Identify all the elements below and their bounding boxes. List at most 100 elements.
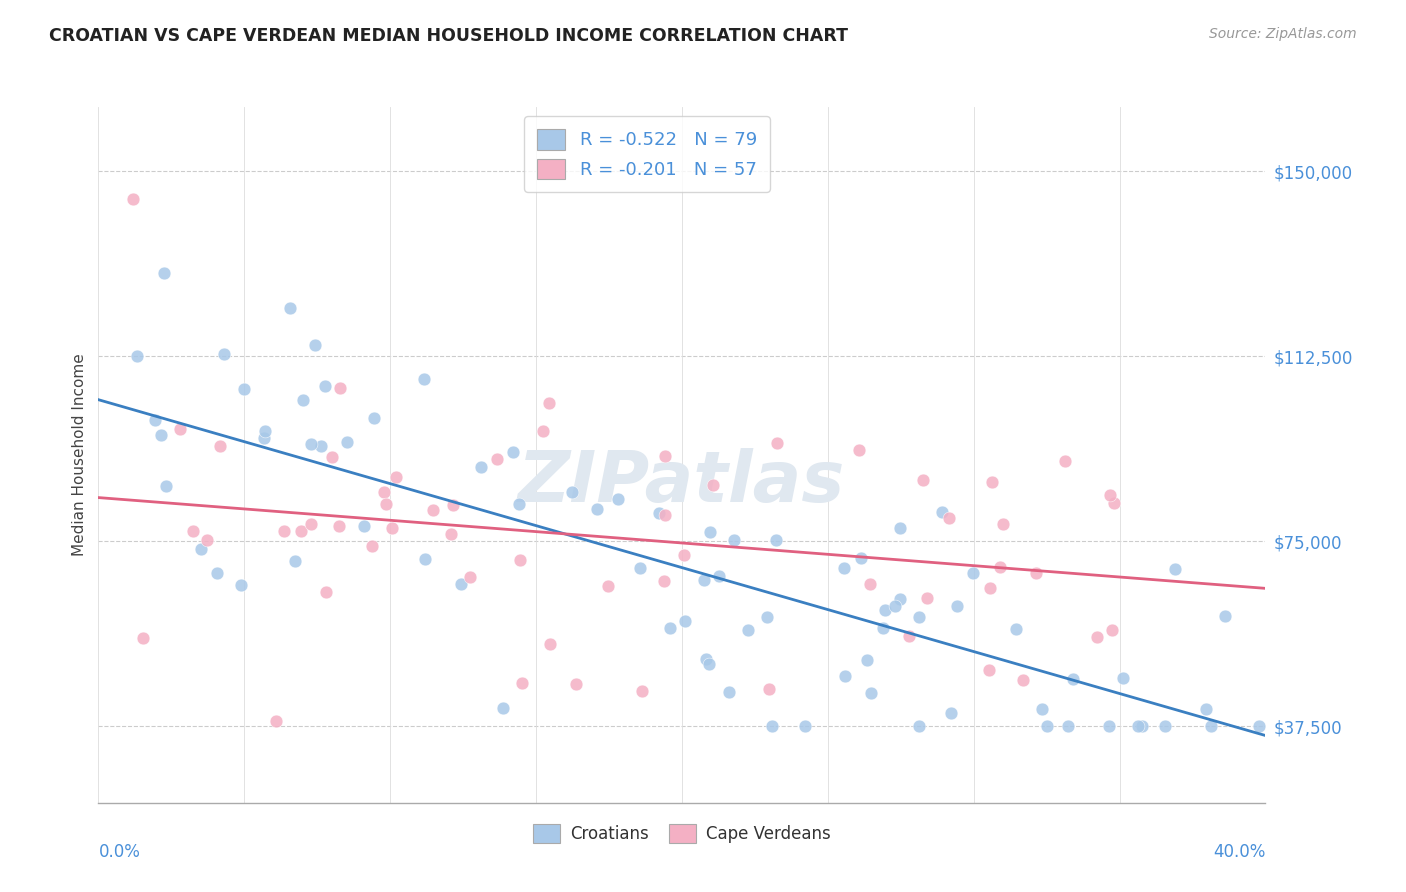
Point — [1112, 671, 1135, 685]
Point — [565, 676, 588, 690]
Point — [1104, 496, 1126, 510]
Point — [1199, 719, 1222, 733]
Point — [363, 411, 385, 425]
Point — [897, 629, 920, 643]
Point — [315, 585, 337, 599]
Point — [1164, 562, 1187, 576]
Point — [502, 444, 524, 458]
Point — [848, 442, 870, 457]
Point — [205, 566, 228, 580]
Point — [834, 668, 856, 682]
Point — [915, 591, 938, 606]
Point — [169, 422, 191, 436]
Point — [336, 435, 359, 450]
Point — [121, 193, 143, 207]
Point — [1101, 623, 1123, 637]
Point — [859, 686, 882, 700]
Point — [264, 714, 287, 728]
Point — [229, 578, 252, 592]
Point — [911, 473, 934, 487]
Point — [422, 503, 444, 517]
Point — [509, 553, 531, 567]
Point — [278, 301, 301, 315]
Point — [413, 552, 436, 566]
Point — [723, 533, 745, 548]
Point — [980, 475, 1002, 489]
Point — [1098, 719, 1121, 733]
Point — [1153, 719, 1175, 733]
Point — [413, 372, 436, 386]
Point — [538, 396, 561, 410]
Point — [531, 425, 554, 439]
Point — [766, 436, 789, 450]
Text: Source: ZipAtlas.com: Source: ZipAtlas.com — [1209, 27, 1357, 41]
Point — [385, 470, 408, 484]
Point — [561, 484, 583, 499]
Point — [1057, 719, 1080, 733]
Point — [648, 506, 671, 520]
Point — [470, 459, 492, 474]
Point — [508, 497, 530, 511]
Point — [381, 520, 404, 534]
Point — [1195, 702, 1218, 716]
Text: 0.0%: 0.0% — [98, 843, 141, 861]
Point — [1130, 719, 1153, 733]
Point — [361, 539, 384, 553]
Point — [510, 676, 533, 690]
Point — [212, 347, 235, 361]
Point — [699, 524, 721, 539]
Point — [1213, 609, 1236, 624]
Point — [195, 533, 218, 547]
Point — [450, 577, 472, 591]
Legend: Croatians, Cape Verdeans: Croatians, Cape Verdeans — [527, 818, 837, 850]
Point — [907, 719, 929, 733]
Point — [284, 554, 307, 568]
Point — [233, 382, 256, 396]
Point — [1062, 673, 1084, 687]
Point — [458, 570, 481, 584]
Point — [1053, 453, 1076, 467]
Point — [314, 378, 336, 392]
Point — [1036, 719, 1059, 733]
Point — [654, 449, 676, 463]
Point — [855, 653, 877, 667]
Point — [1247, 719, 1270, 733]
Point — [697, 657, 720, 671]
Point — [127, 349, 149, 363]
Point — [693, 574, 716, 588]
Point — [373, 484, 395, 499]
Point — [538, 637, 561, 651]
Point — [441, 498, 464, 512]
Point — [758, 682, 780, 697]
Point — [586, 502, 609, 516]
Point — [794, 719, 817, 733]
Point — [832, 561, 855, 575]
Point — [328, 519, 350, 533]
Point — [1012, 673, 1035, 687]
Point — [292, 393, 315, 408]
Point — [149, 428, 172, 442]
Point — [761, 719, 783, 733]
Point — [628, 560, 651, 574]
Point — [695, 652, 717, 666]
Point — [654, 508, 676, 522]
Point — [907, 609, 929, 624]
Point — [938, 510, 960, 524]
Point — [875, 603, 897, 617]
Point — [962, 566, 984, 580]
Point — [977, 664, 1000, 678]
Point — [889, 592, 911, 607]
Point — [709, 569, 731, 583]
Point — [492, 701, 515, 715]
Point — [652, 574, 675, 588]
Point — [152, 266, 174, 280]
Point — [1128, 719, 1150, 733]
Point — [606, 491, 628, 506]
Point — [1031, 702, 1053, 716]
Point — [329, 381, 352, 395]
Point — [1099, 488, 1122, 502]
Point — [718, 684, 741, 698]
Point — [849, 551, 872, 566]
Point — [988, 560, 1011, 574]
Point — [321, 450, 343, 465]
